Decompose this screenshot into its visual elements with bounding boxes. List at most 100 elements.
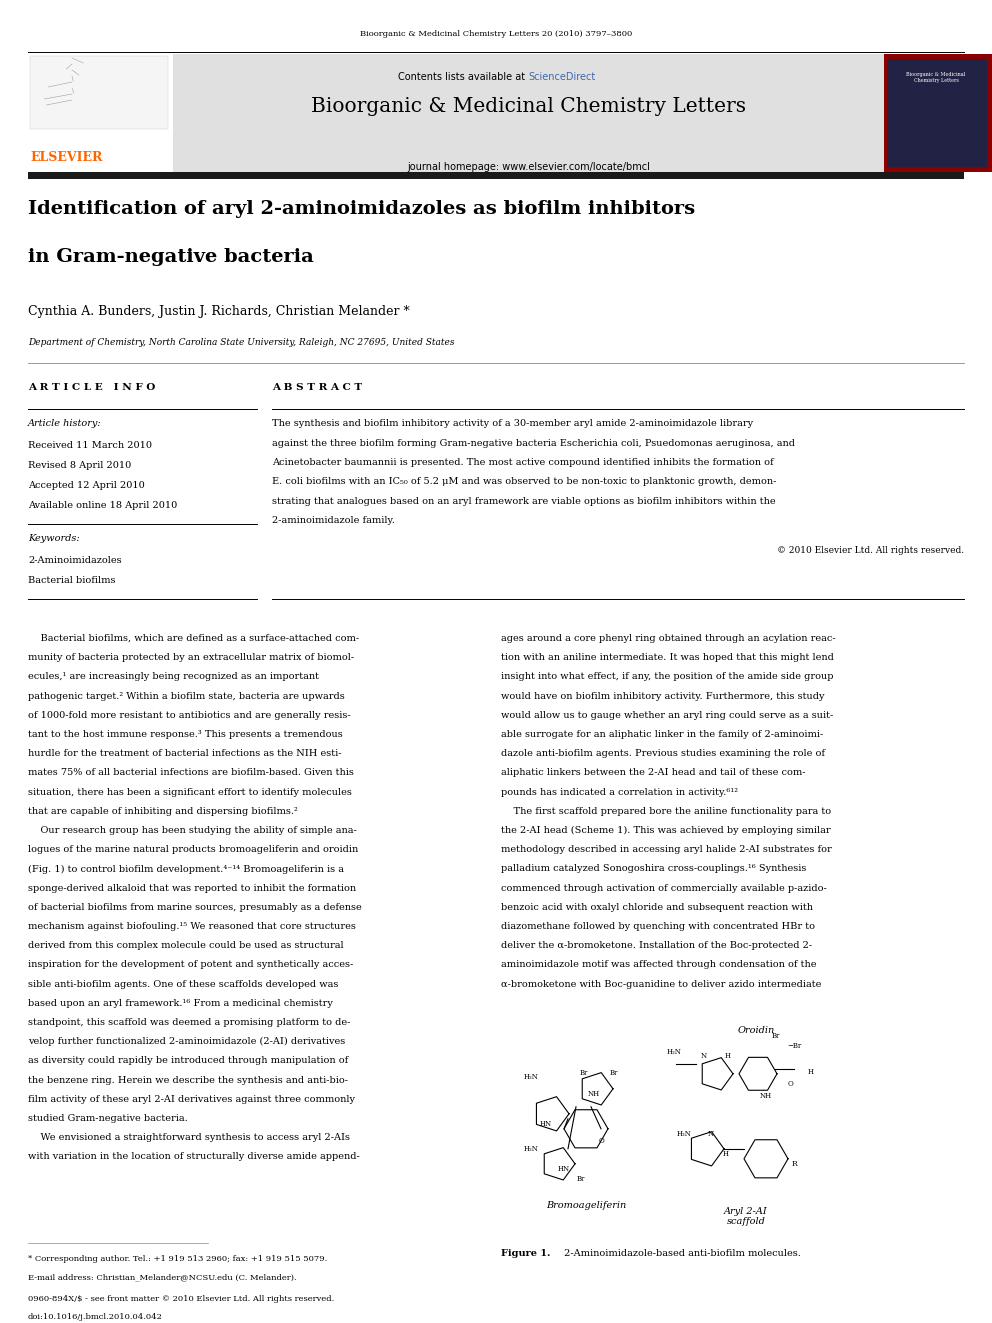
Text: Br: Br [610,1069,618,1077]
Text: H: H [725,1052,731,1060]
Text: Bioorganic & Medicinal Chemistry Letters 20 (2010) 3797–3800: Bioorganic & Medicinal Chemistry Letters… [360,30,632,38]
Text: Our research group has been studying the ability of simple ana-: Our research group has been studying the… [28,826,357,835]
Text: logues of the marine natural products bromoageliferin and oroidin: logues of the marine natural products br… [28,845,358,855]
Text: Article history:: Article history: [28,419,101,429]
Text: Br: Br [772,1032,780,1040]
Text: aminoimidazole motif was affected through condensation of the: aminoimidazole motif was affected throug… [501,960,816,970]
Text: Accepted 12 April 2010: Accepted 12 April 2010 [28,482,145,490]
Text: NH: NH [588,1090,600,1098]
Text: deliver the α-bromoketone. Installation of the Boc-protected 2-: deliver the α-bromoketone. Installation … [501,941,812,950]
Text: the 2-AI head (Scheme 1). This was achieved by employing similar: the 2-AI head (Scheme 1). This was achie… [501,826,830,835]
Text: H: H [808,1068,814,1076]
Text: The first scaffold prepared bore the aniline functionality para to: The first scaffold prepared bore the ani… [501,807,831,816]
Text: Figure 1.: Figure 1. [501,1249,551,1258]
Text: of bacterial biofilms from marine sources, presumably as a defense: of bacterial biofilms from marine source… [28,902,362,912]
Text: would allow us to gauge whether an aryl ring could serve as a suit-: would allow us to gauge whether an aryl … [501,710,833,720]
Text: aliphatic linkers between the 2-AI head and tail of these com-: aliphatic linkers between the 2-AI head … [501,769,806,778]
Text: O: O [788,1080,794,1088]
Text: −Br: −Br [787,1041,802,1049]
Text: would have on biofilm inhibitory activity. Furthermore, this study: would have on biofilm inhibitory activit… [501,692,824,701]
Text: H₂N: H₂N [524,1073,539,1081]
Text: as diversity could rapidly be introduced through manipulation of: as diversity could rapidly be introduced… [28,1056,348,1065]
Text: studied Gram-negative bacteria.: studied Gram-negative bacteria. [28,1114,187,1123]
Text: ages around a core phenyl ring obtained through an acylation reac-: ages around a core phenyl ring obtained … [501,634,835,643]
Text: of 1000-fold more resistant to antibiotics and are generally resis-: of 1000-fold more resistant to antibioti… [28,710,350,720]
Text: munity of bacteria protected by an extracellular matrix of biomol-: munity of bacteria protected by an extra… [28,654,354,663]
Text: Acinetobacter baumannii is presented. The most active compound identified inhibi: Acinetobacter baumannii is presented. Th… [272,458,774,467]
Text: palladium catalyzed Sonogoshira cross-couplings.¹⁶ Synthesis: palladium catalyzed Sonogoshira cross-co… [501,864,806,873]
Text: ELSEVIER: ELSEVIER [30,151,102,164]
Text: sible anti-biofilm agents. One of these scaffolds developed was: sible anti-biofilm agents. One of these … [28,979,338,988]
Text: H₂N: H₂N [524,1144,539,1152]
Text: A B S T R A C T: A B S T R A C T [272,382,362,392]
Text: (Fig. 1) to control biofilm development.⁴⁻¹⁴ Bromoageliferin is a: (Fig. 1) to control biofilm development.… [28,864,344,873]
Text: Keywords:: Keywords: [28,534,79,542]
Text: H₂N: H₂N [677,1130,691,1138]
Text: N: N [701,1052,707,1060]
Text: mechanism against biofouling.¹⁵ We reasoned that core structures: mechanism against biofouling.¹⁵ We reaso… [28,922,356,931]
Text: based upon an aryl framework.¹⁶ From a medicinal chemistry: based upon an aryl framework.¹⁶ From a m… [28,999,333,1008]
Bar [173,54,884,172]
Text: O: O [598,1136,604,1144]
Text: NH: NH [760,1091,772,1099]
Bar [30,56,168,130]
Text: Received 11 March 2010: Received 11 March 2010 [28,441,152,450]
Text: 0960-894X/$ - see front matter © 2010 Elsevier Ltd. All rights reserved.: 0960-894X/$ - see front matter © 2010 El… [28,1295,334,1303]
Text: derived from this complex molecule could be used as structural: derived from this complex molecule could… [28,941,343,950]
Text: E. coli biofilms with an IC₅₀ of 5.2 μM and was observed to be non-toxic to plan: E. coli biofilms with an IC₅₀ of 5.2 μM … [272,478,777,487]
Text: H: H [723,1150,729,1158]
Bar [28,172,964,179]
Text: R: R [792,1160,797,1168]
Text: pounds has indicated a correlation in activity.⁶¹²: pounds has indicated a correlation in ac… [501,787,738,796]
Text: HN: HN [558,1164,570,1172]
Text: mates 75% of all bacterial infections are biofilm-based. Given this: mates 75% of all bacterial infections ar… [28,769,354,778]
Text: able surrogate for an aliphatic linker in the family of 2-aminoimi-: able surrogate for an aliphatic linker i… [501,730,823,740]
Text: H₂N: H₂N [667,1048,682,1056]
Text: hurdle for the treatment of bacterial infections as the NIH esti-: hurdle for the treatment of bacterial in… [28,749,341,758]
Text: Bioorganic & Medicinal
Chemistry Letters: Bioorganic & Medicinal Chemistry Letters [907,71,965,83]
Text: Bromoageliferin: Bromoageliferin [546,1201,626,1209]
Text: that are capable of inhibiting and dispersing biofilms.²: that are capable of inhibiting and dispe… [28,807,298,816]
Text: The synthesis and biofilm inhibitory activity of a 30-member aryl amide 2-aminoi: The synthesis and biofilm inhibitory act… [272,419,753,429]
Text: * Corresponding author. Tel.: +1 919 513 2960; fax: +1 919 515 5079.: * Corresponding author. Tel.: +1 919 513… [28,1256,327,1263]
Text: diazomethane followed by quenching with concentrated HBr to: diazomethane followed by quenching with … [501,922,815,931]
Text: pathogenic target.² Within a biofilm state, bacteria are upwards: pathogenic target.² Within a biofilm sta… [28,692,345,701]
Text: A R T I C L E   I N F O: A R T I C L E I N F O [28,382,156,392]
Bar [887,60,987,167]
Text: Contents lists available at: Contents lists available at [398,71,529,82]
Text: Department of Chemistry, North Carolina State University, Raleigh, NC 27695, Uni: Department of Chemistry, North Carolina … [28,337,454,347]
Text: with variation in the location of structurally diverse amide append-: with variation in the location of struct… [28,1152,360,1162]
Text: Revised 8 April 2010: Revised 8 April 2010 [28,460,131,470]
Text: © 2010 Elsevier Ltd. All rights reserved.: © 2010 Elsevier Ltd. All rights reserved… [777,546,964,556]
Text: E-mail address: Christian_Melander@NCSU.edu (C. Melander).: E-mail address: Christian_Melander@NCSU.… [28,1273,297,1281]
Text: Bioorganic & Medicinal Chemistry Letters: Bioorganic & Medicinal Chemistry Letters [311,97,746,116]
Text: insight into what effect, if any, the position of the amide side group: insight into what effect, if any, the po… [501,672,833,681]
Text: velop further functionalized 2-aminoimidazole (2-AI) derivatives: velop further functionalized 2-aminoimid… [28,1037,345,1046]
Text: inspiration for the development of potent and synthetically acces-: inspiration for the development of poten… [28,960,353,970]
Text: standpoint, this scaffold was deemed a promising platform to de-: standpoint, this scaffold was deemed a p… [28,1017,350,1027]
Text: N: N [708,1130,714,1138]
Text: Available online 18 April 2010: Available online 18 April 2010 [28,501,178,509]
Text: situation, there has been a significant effort to identify molecules: situation, there has been a significant … [28,787,352,796]
Text: methodology described in accessing aryl halide 2-AI substrates for: methodology described in accessing aryl … [501,845,831,855]
Bar [28,54,173,172]
Text: Bacterial biofilms: Bacterial biofilms [28,576,115,585]
Bar [884,54,992,172]
Text: Br: Br [579,1069,588,1077]
Text: α-bromoketone with Boc-guanidine to deliver azido intermediate: α-bromoketone with Boc-guanidine to deli… [501,979,821,988]
Text: benzoic acid with oxalyl chloride and subsequent reaction with: benzoic acid with oxalyl chloride and su… [501,902,813,912]
Text: tion with an aniline intermediate. It was hoped that this might lend: tion with an aniline intermediate. It wa… [501,654,834,663]
Text: journal homepage: www.elsevier.com/locate/bmcl: journal homepage: www.elsevier.com/locat… [407,161,650,172]
Text: dazole anti-biofilm agents. Previous studies examining the role of: dazole anti-biofilm agents. Previous stu… [501,749,825,758]
Text: commenced through activation of commercially available p-azido-: commenced through activation of commerci… [501,884,826,893]
Text: tant to the host immune response.³ This presents a tremendous: tant to the host immune response.³ This … [28,730,343,740]
Text: film activity of these aryl 2-AI derivatives against three commonly: film activity of these aryl 2-AI derivat… [28,1095,355,1103]
Text: HN: HN [540,1119,553,1127]
Text: 2-aminoimidazole family.: 2-aminoimidazole family. [272,516,395,525]
Text: We envisioned a straightforward synthesis to access aryl 2-AIs: We envisioned a straightforward synthesi… [28,1134,350,1142]
Text: Cynthia A. Bunders, Justin J. Richards, Christian Melander *: Cynthia A. Bunders, Justin J. Richards, … [28,306,410,318]
Text: Oroidin: Oroidin [737,1025,775,1035]
Text: against the three biofilm forming Gram-negative bacteria Escherichia coli, Psued: against the three biofilm forming Gram-n… [272,438,795,447]
Text: Br: Br [576,1175,585,1183]
Text: Identification of aryl 2-aminoimidazoles as biofilm inhibitors: Identification of aryl 2-aminoimidazoles… [28,200,695,218]
